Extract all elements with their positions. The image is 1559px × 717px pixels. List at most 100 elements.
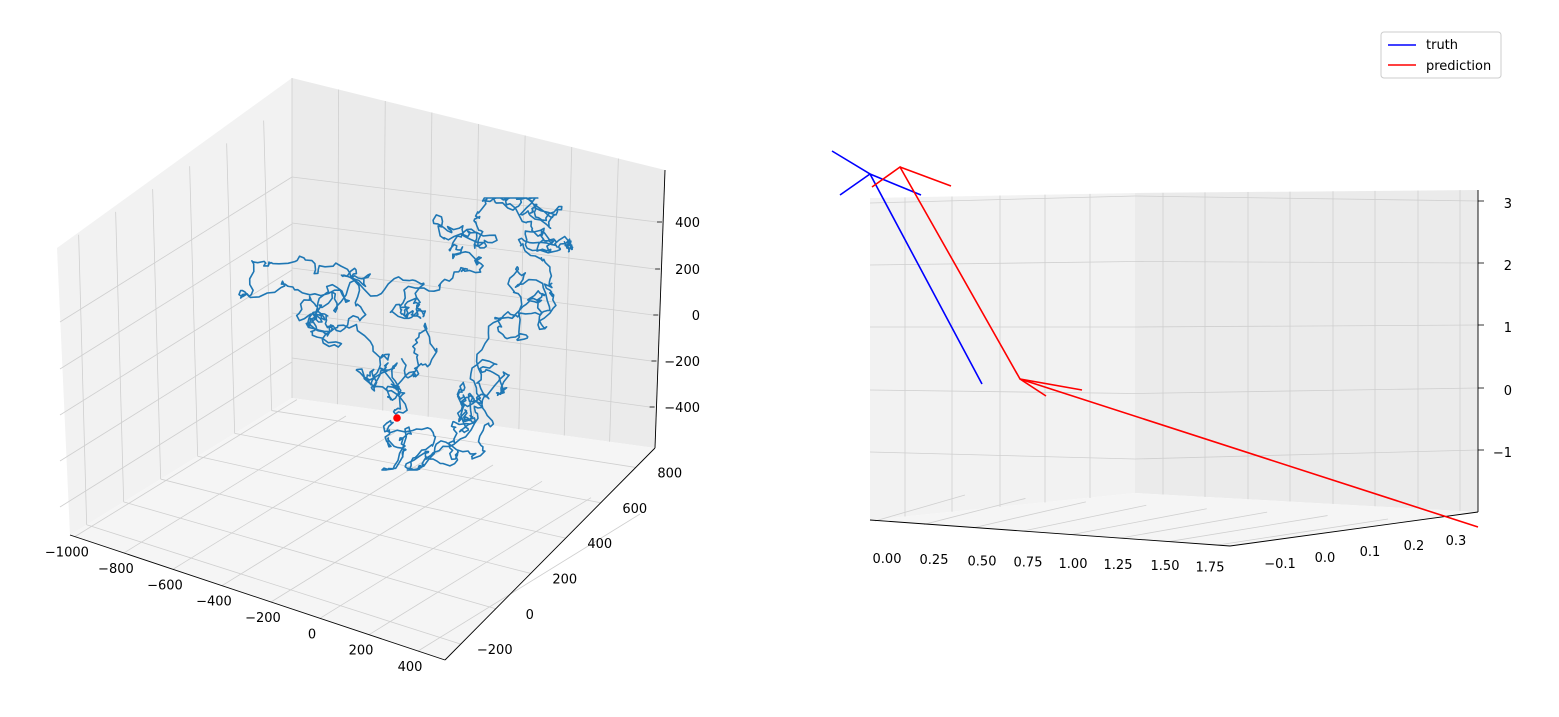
left-grid-y-wall [226, 143, 236, 434]
right-x-tick-label: 0.75 [1014, 556, 1043, 571]
right-z-tick-label: 2 [1504, 259, 1512, 274]
left-grid-z [291, 312, 652, 362]
left-grid-x [172, 431, 396, 570]
right-grid-z [1134, 261, 1479, 264]
left-grid-x [417, 513, 641, 652]
right-pane-back-right [1135, 190, 1478, 512]
left-grid-wall-v [563, 146, 573, 436]
left-grid-wall-v [382, 100, 386, 411]
left-grid-x [368, 497, 592, 636]
left-grid-z-left [59, 315, 293, 462]
left-x-tick-label: −600 [147, 578, 183, 593]
series-truth [831, 150, 983, 385]
right-y-tick-label: 0.1 [1360, 545, 1381, 560]
right-grid-z [1134, 195, 1479, 202]
right-grid-floor [1021, 504, 1147, 532]
right-grid-z [869, 451, 1136, 460]
left-y-tick-label: 800 [657, 466, 682, 481]
left-grid-z [291, 357, 650, 408]
left-grid-y [197, 455, 566, 539]
left-x-tick-label: 400 [398, 660, 423, 675]
left-grid-y-wall [189, 166, 199, 457]
right-z-tick-label: 0 [1504, 384, 1512, 399]
right-y-tick-label: 0.0 [1315, 551, 1336, 566]
left-grid-x [74, 399, 298, 537]
right-grid-z [869, 195, 1136, 204]
left-y-tick-label: −200 [477, 643, 513, 658]
right-pane-back-left [870, 193, 1135, 520]
left-grid-x [123, 415, 347, 554]
left-grid-y [123, 501, 496, 610]
right-grid-z [1134, 387, 1479, 394]
left-x-tick-label: −200 [245, 611, 281, 626]
prediction-line-branch-c [1019, 378, 1047, 397]
right-grid-floor [923, 498, 1026, 525]
right-y-tick-label: −0.1 [1264, 557, 1296, 572]
right-x-tick-label: 1.75 [1196, 560, 1225, 575]
left-grid-y-wall [78, 234, 88, 525]
right-grid-z [1134, 324, 1479, 328]
right-grid-floor [1070, 508, 1207, 536]
right-grid-z [869, 261, 1136, 266]
right-z-tick-label: 1 [1504, 321, 1512, 336]
prediction-line-main [871, 165, 1479, 528]
left-grid-y-wall [152, 189, 162, 480]
left-grid-wall-v [336, 89, 340, 405]
right-grid-z [869, 389, 1136, 394]
left-grid-y [160, 478, 531, 574]
left-grid-y [86, 524, 461, 645]
left-tick-labels: −1000 −800 −600 −400 −200 0 200 400 −200 0 200 400 6… [45, 216, 700, 675]
left-y-tick-label: 400 [587, 537, 612, 552]
left-grid-wall-v [473, 123, 479, 424]
right-grid-floor [972, 501, 1086, 529]
left-y-tick-label: 600 [622, 502, 647, 517]
legend-label-prediction: prediction [1426, 59, 1491, 74]
left-3d-axes: −1000 −800 −600 −400 −200 0 200 400 −200 0 200 400 6… [45, 78, 700, 675]
left-z-tick-label: −200 [664, 355, 700, 370]
right-y-tick-label: 0.3 [1446, 534, 1467, 549]
left-grid-z [291, 176, 658, 223]
left-x-tick-label: 200 [349, 644, 374, 659]
right-x-tick-label: 1.25 [1104, 558, 1133, 573]
right-grid-z [1134, 449, 1479, 460]
left-pane-floor [70, 398, 655, 660]
legend: truth prediction [1380, 31, 1502, 79]
right-grid-floor [1217, 518, 1389, 546]
left-x-tick-label: −800 [98, 562, 134, 577]
left-z-tick-label: −400 [664, 401, 700, 416]
right-x-tick-label: 1.00 [1059, 557, 1088, 572]
legend-box [1380, 31, 1502, 79]
truth-line-branch-b [869, 173, 922, 196]
left-grid-x [221, 448, 445, 586]
right-y-tick-label: 0.2 [1404, 539, 1425, 554]
right-x-tick-label: 0.50 [968, 554, 997, 569]
right-x-tick-label: 0.00 [873, 552, 902, 567]
left-y-tick-label: 200 [552, 572, 577, 587]
prediction-line-branch-a [899, 166, 952, 187]
right-grid-floor [1168, 515, 1328, 542]
left-pane-back-left [57, 78, 292, 535]
left-grid-z-left [59, 176, 293, 323]
legend-label-truth: truth [1426, 38, 1458, 53]
right-z-tick-label: −1 [1493, 446, 1512, 461]
prediction-line-branch-b [1019, 378, 1083, 391]
left-x-tick-label: −1000 [45, 546, 89, 561]
left-grid-x [270, 464, 494, 603]
right-grid-floor [874, 494, 966, 522]
left-grid-wall-v [609, 158, 619, 442]
series-prediction [871, 165, 1479, 528]
series-trajectory [238, 197, 574, 471]
left-grid-x [319, 480, 543, 619]
right-3d-axes: −1 0 1 2 3 0.00 0.25 0.50 0.75 1.00 1.25 1.50 1.75 −0… [831, 31, 1512, 575]
left-axis-lines [69, 169, 666, 661]
left-grid-wall-v [518, 135, 526, 430]
right-grid-floor [1119, 511, 1268, 539]
right-x-tick-label: 0.25 [920, 553, 949, 568]
right-z-tick-label: 3 [1504, 197, 1512, 212]
start-marker [393, 414, 401, 422]
right-x-tick-label: 1.50 [1151, 559, 1180, 574]
left-x-tick-label: −400 [196, 595, 232, 610]
left-grid-z-left [59, 223, 293, 370]
truth-line-branch-a [839, 173, 871, 196]
